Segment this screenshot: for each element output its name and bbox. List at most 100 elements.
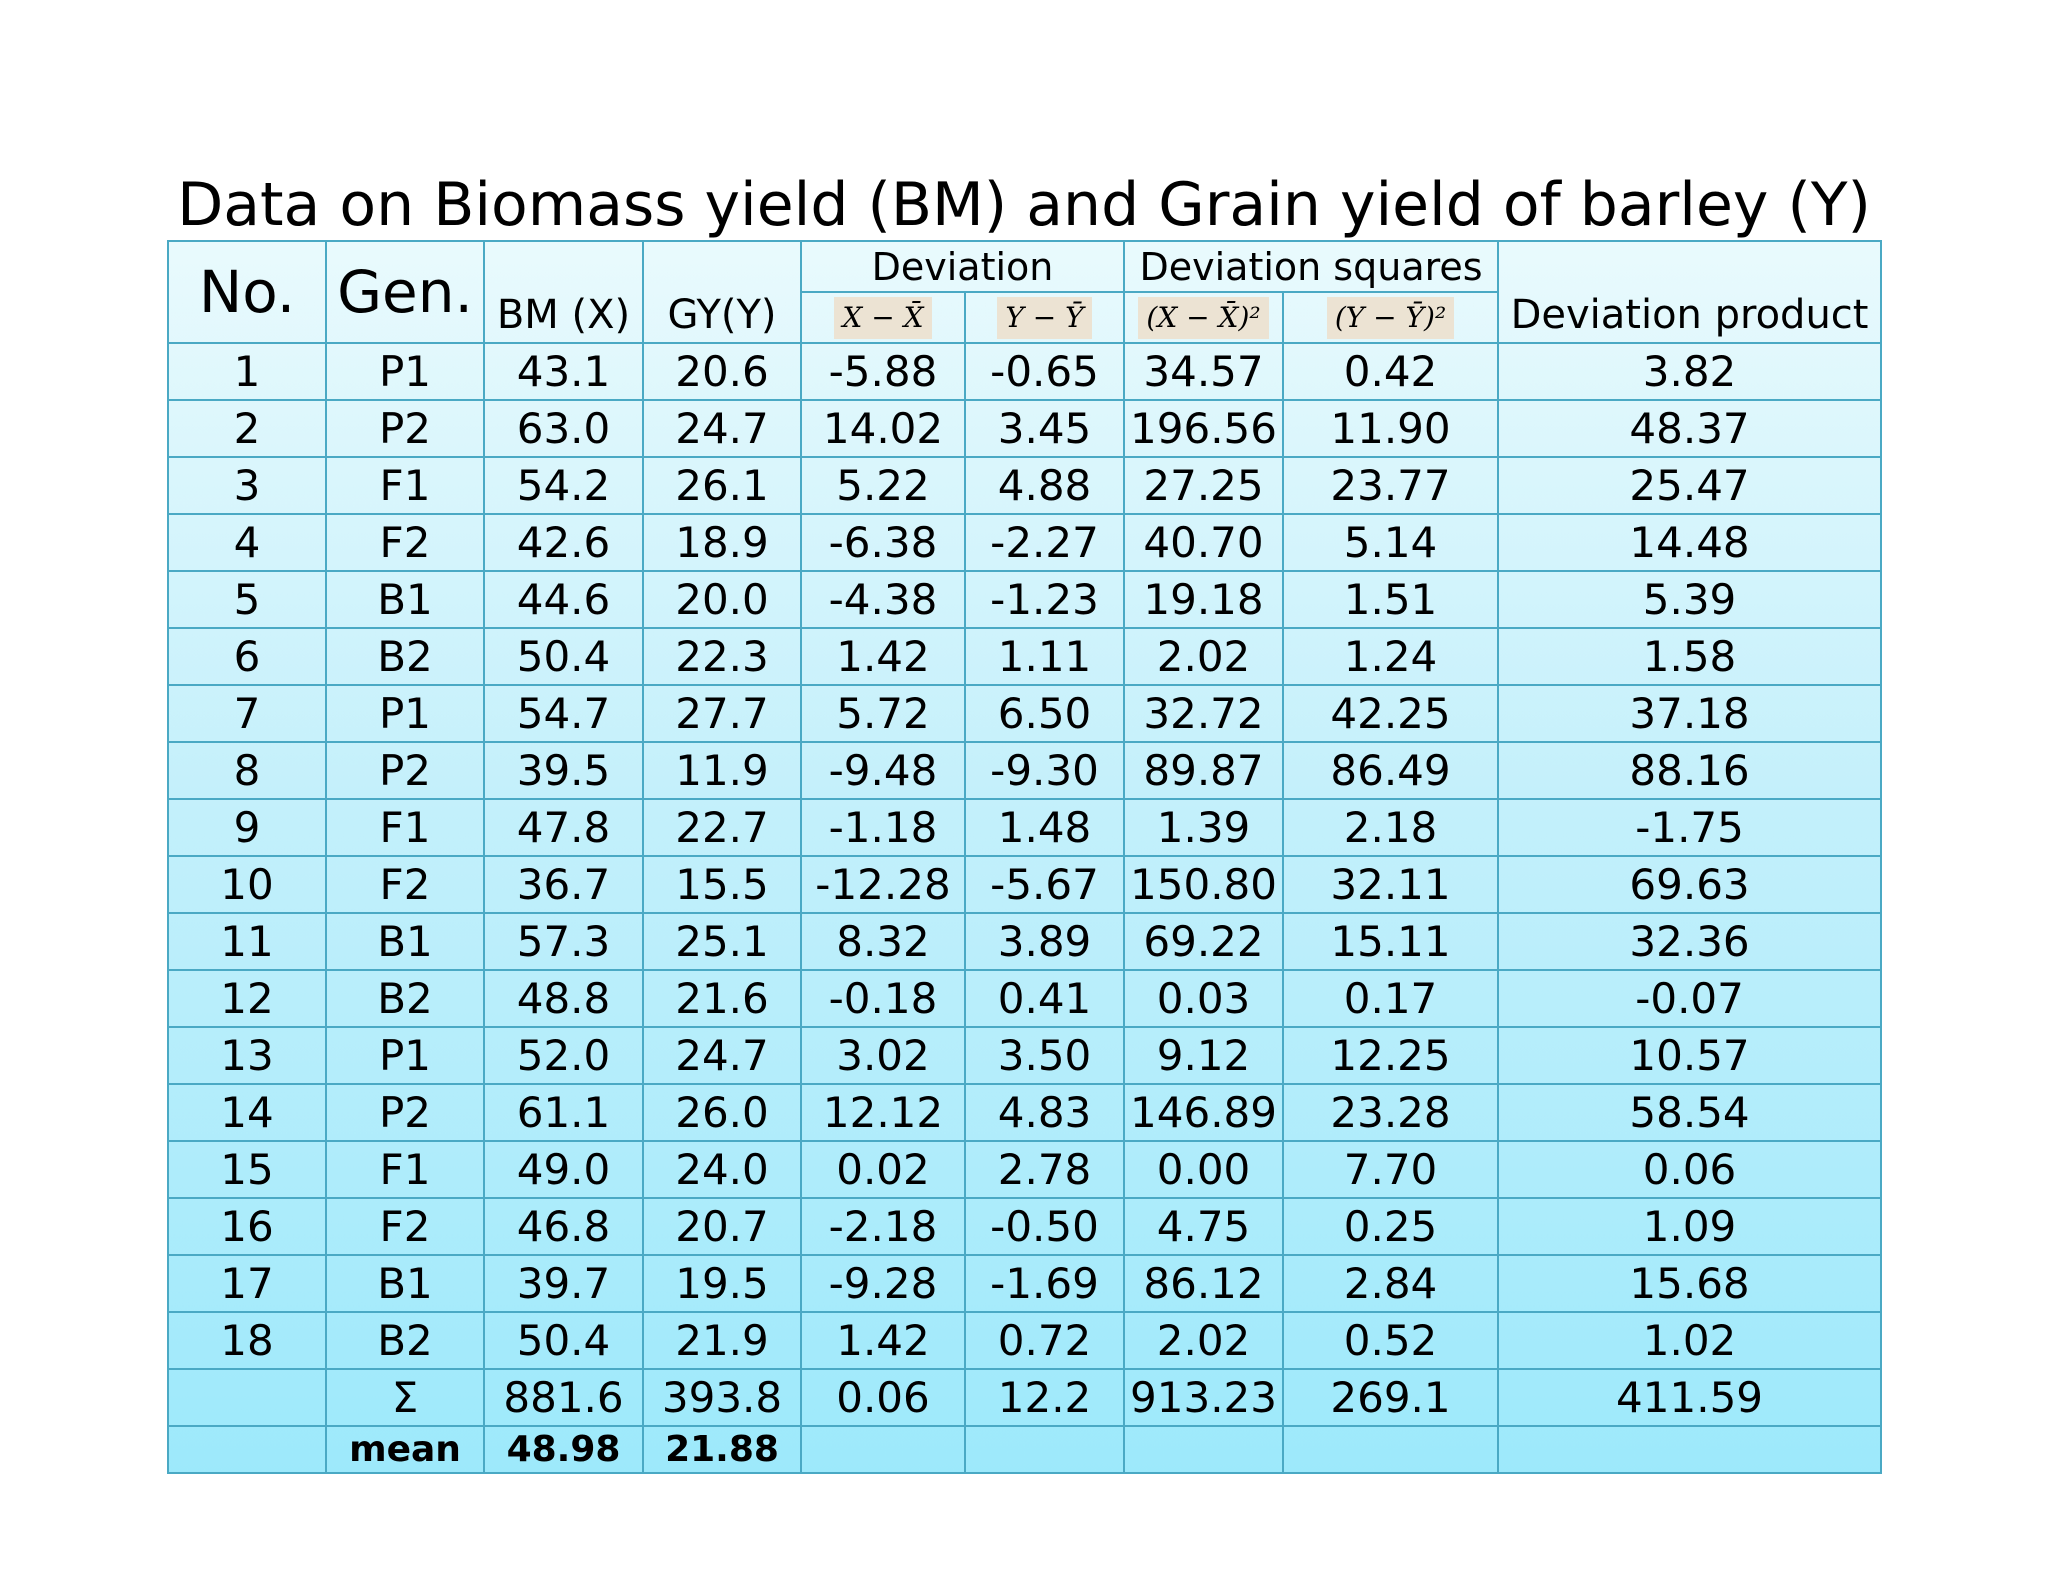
cell-sq-x: 2.02 (1123, 1311, 1285, 1370)
cell-gy: 22.7 (642, 798, 802, 857)
cell-dev-x: 0.02 (800, 1140, 966, 1199)
cell-dev-product: 1.02 (1497, 1311, 1883, 1370)
cell-dev-product: 14.48 (1497, 513, 1883, 572)
cell-gen: B2 (325, 627, 485, 686)
cell-gy: 11.9 (642, 741, 802, 800)
header-dev-x-cell: X − X̄ (800, 291, 966, 344)
cell-sq-x: 69.22 (1123, 912, 1285, 971)
cell-dev-x: -0.18 (800, 969, 966, 1028)
table-row: 11 B1 57.3 25.1 8.32 3.89 69.22 15.11 32.36 (167, 912, 1883, 971)
cell-gen: B2 (325, 1311, 485, 1370)
cell-gen: F2 (325, 1197, 485, 1256)
cell-gy: 20.7 (642, 1197, 802, 1256)
cell-sq-y: 0.25 (1282, 1197, 1500, 1256)
cell-sq-y: 0.42 (1282, 342, 1500, 401)
cell-dev-product: 32.36 (1497, 912, 1883, 971)
cell-sq-x: 9.12 (1123, 1026, 1285, 1085)
sum-dev-x: 0.06 (800, 1368, 966, 1427)
cell-bm: 39.5 (483, 741, 644, 800)
cell-sq-y: 2.84 (1282, 1254, 1500, 1313)
mean-bm: 48.98 (483, 1425, 644, 1474)
cell-dev-y: -2.27 (963, 513, 1126, 572)
cell-gy: 24.7 (642, 1026, 802, 1085)
header-deviation-squares: Deviation squares (1123, 240, 1500, 293)
cell-gy: 25.1 (642, 912, 802, 971)
cell-gy: 26.0 (642, 1083, 802, 1142)
cell-no: 18 (167, 1311, 327, 1370)
mean-row: mean 48.98 21.88 (167, 1425, 1883, 1474)
header-sq-x-cell: (X − X̄)² (1123, 291, 1285, 344)
cell-gy: 19.5 (642, 1254, 802, 1313)
cell-sq-y: 32.11 (1282, 855, 1500, 914)
cell-dev-y: 0.41 (963, 969, 1126, 1028)
cell-no: 17 (167, 1254, 327, 1313)
mean-empty-cell (1497, 1425, 1883, 1474)
table-row: 16 F2 46.8 20.7 -2.18 -0.50 4.75 0.25 1.09 (167, 1197, 1883, 1256)
cell-dev-product: 0.06 (1497, 1140, 1883, 1199)
cell-no: 1 (167, 342, 327, 401)
mean-empty-cell (1123, 1425, 1285, 1474)
cell-gen: P2 (325, 1083, 485, 1142)
cell-sq-y: 0.52 (1282, 1311, 1500, 1370)
cell-bm: 49.0 (483, 1140, 644, 1199)
cell-gy: 24.0 (642, 1140, 802, 1199)
cell-dev-x: -5.88 (800, 342, 966, 401)
cell-sq-y: 15.11 (1282, 912, 1500, 971)
cell-sq-y: 23.77 (1282, 456, 1500, 515)
cell-gy: 20.0 (642, 570, 802, 629)
cell-bm: 50.4 (483, 1311, 644, 1370)
table-row: 8 P2 39.5 11.9 -9.48 -9.30 89.87 86.49 88.16 (167, 741, 1883, 800)
cell-gen: P1 (325, 684, 485, 743)
cell-bm: 42.6 (483, 513, 644, 572)
cell-no: 7 (167, 684, 327, 743)
table-row: 5 B1 44.6 20.0 -4.38 -1.23 19.18 1.51 5.39 (167, 570, 1883, 629)
mean-no-cell (167, 1425, 327, 1474)
cell-gy: 18.9 (642, 513, 802, 572)
cell-dev-y: 3.89 (963, 912, 1126, 971)
cell-dev-product: 1.09 (1497, 1197, 1883, 1256)
cell-sq-y: 12.25 (1282, 1026, 1500, 1085)
cell-no: 16 (167, 1197, 327, 1256)
table-row: 3 F1 54.2 26.1 5.22 4.88 27.25 23.77 25.47 (167, 456, 1883, 515)
cell-dev-x: -4.38 (800, 570, 966, 629)
cell-dev-y: 1.48 (963, 798, 1126, 857)
table-row: 2 P2 63.0 24.7 14.02 3.45 196.56 11.90 48.37 (167, 399, 1883, 458)
cell-no: 5 (167, 570, 327, 629)
header-sq-y-cell: (Y − Ȳ)² (1282, 291, 1500, 344)
cell-sq-x: 32.72 (1123, 684, 1285, 743)
cell-dev-product: 25.47 (1497, 456, 1883, 515)
cell-no: 10 (167, 855, 327, 914)
cell-sq-x: 19.18 (1123, 570, 1285, 629)
cell-gy: 22.3 (642, 627, 802, 686)
cell-sq-x: 0.03 (1123, 969, 1285, 1028)
cell-gy: 26.1 (642, 456, 802, 515)
data-table: No. Gen. BM (X) GY(Y) Deviation Deviatio… (167, 240, 1883, 1474)
cell-gy: 27.7 (642, 684, 802, 743)
cell-dev-y: -5.67 (963, 855, 1126, 914)
cell-bm: 47.8 (483, 798, 644, 857)
table-row: 6 B2 50.4 22.3 1.42 1.11 2.02 1.24 1.58 (167, 627, 1883, 686)
cell-dev-x: 1.42 (800, 1311, 966, 1370)
cell-gen: P2 (325, 399, 485, 458)
cell-dev-x: -6.38 (800, 513, 966, 572)
sq-y-formula: (Y − Ȳ)² (1326, 296, 1455, 339)
table-row: 17 B1 39.7 19.5 -9.28 -1.69 86.12 2.84 15.68 (167, 1254, 1883, 1313)
cell-dev-x: 5.72 (800, 684, 966, 743)
header-deviation: Deviation (799, 240, 1126, 293)
cell-no: 8 (167, 741, 327, 800)
cell-sq-x: 0.00 (1123, 1140, 1285, 1199)
sum-bm: 881.6 (483, 1368, 644, 1427)
cell-dev-product: 1.58 (1497, 627, 1883, 686)
cell-gen: F1 (325, 798, 485, 857)
cell-no: 4 (167, 513, 327, 572)
cell-dev-product: 10.57 (1497, 1026, 1883, 1085)
cell-dev-y: 3.45 (963, 399, 1126, 458)
cell-gy: 21.6 (642, 969, 802, 1028)
header-row: No. Gen. BM (X) GY(Y) Deviation Deviatio… (167, 240, 1883, 344)
cell-sq-x: 150.80 (1123, 855, 1285, 914)
cell-gen: B1 (325, 570, 485, 629)
cell-no: 15 (167, 1140, 327, 1199)
cell-dev-x: 3.02 (800, 1026, 966, 1085)
cell-dev-product: 15.68 (1497, 1254, 1883, 1313)
table-row: 1 P1 43.1 20.6 -5.88 -0.65 34.57 0.42 3.82 (167, 342, 1883, 401)
